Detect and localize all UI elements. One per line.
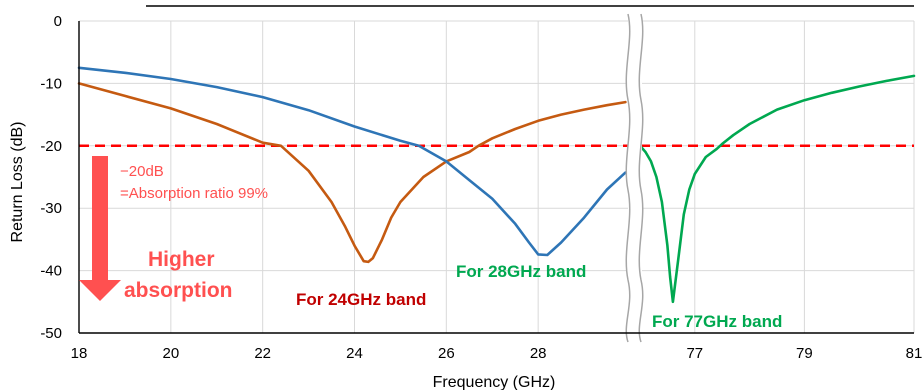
y-tick-label: -40 [40,263,62,280]
y-tick-label: -30 [40,200,62,217]
x-tick-label: 20 [162,345,179,362]
x-tick-label: 79 [796,345,813,362]
x-tick-label: 24 [346,345,363,362]
y-tick-label: -10 [40,75,62,92]
y-tick-label: -20 [40,138,62,155]
higher-absorption-line2: absorption [124,279,233,302]
y-tick-label: -50 [40,325,62,342]
y-tick-label: 0 [54,13,62,30]
higher-absorption-line1: Higher [148,248,215,271]
series-line-3 [638,74,916,304]
axis-break [625,12,644,344]
band-28-label: For 28GHz band [456,262,586,281]
x-tick-labels: 18 20 22 24 26 28 77 79 81 [71,345,923,362]
series-line-1 [77,82,627,264]
x-tick-label: 18 [71,345,88,362]
series-group [77,66,916,304]
x-axis-title: Frequency (GHz) [433,374,556,390]
x-tick-label: 81 [906,345,923,362]
threshold-label-line1: −20dB [120,163,164,180]
axes-frame [78,21,914,334]
series-line-2 [77,66,627,257]
x-tick-label: 22 [254,345,271,362]
down-arrow-icon [79,156,121,301]
y-axis-title: Return Loss (dB) [9,122,26,243]
threshold-label-line2: =Absorption ratio 99% [120,185,268,202]
x-tick-label: 28 [530,345,547,362]
axis-break-fill [628,12,642,344]
band-77-label: For 77GHz band [652,312,782,331]
axis-break-right-edge [638,13,644,343]
band-24-label: For 24GHz band [296,290,426,309]
axis-break-left-edge [625,13,631,343]
x-tick-label: 26 [438,345,455,362]
y-tick-labels: 0 -10 -20 -30 -40 -50 [40,13,62,342]
x-tick-label: 77 [686,345,703,362]
